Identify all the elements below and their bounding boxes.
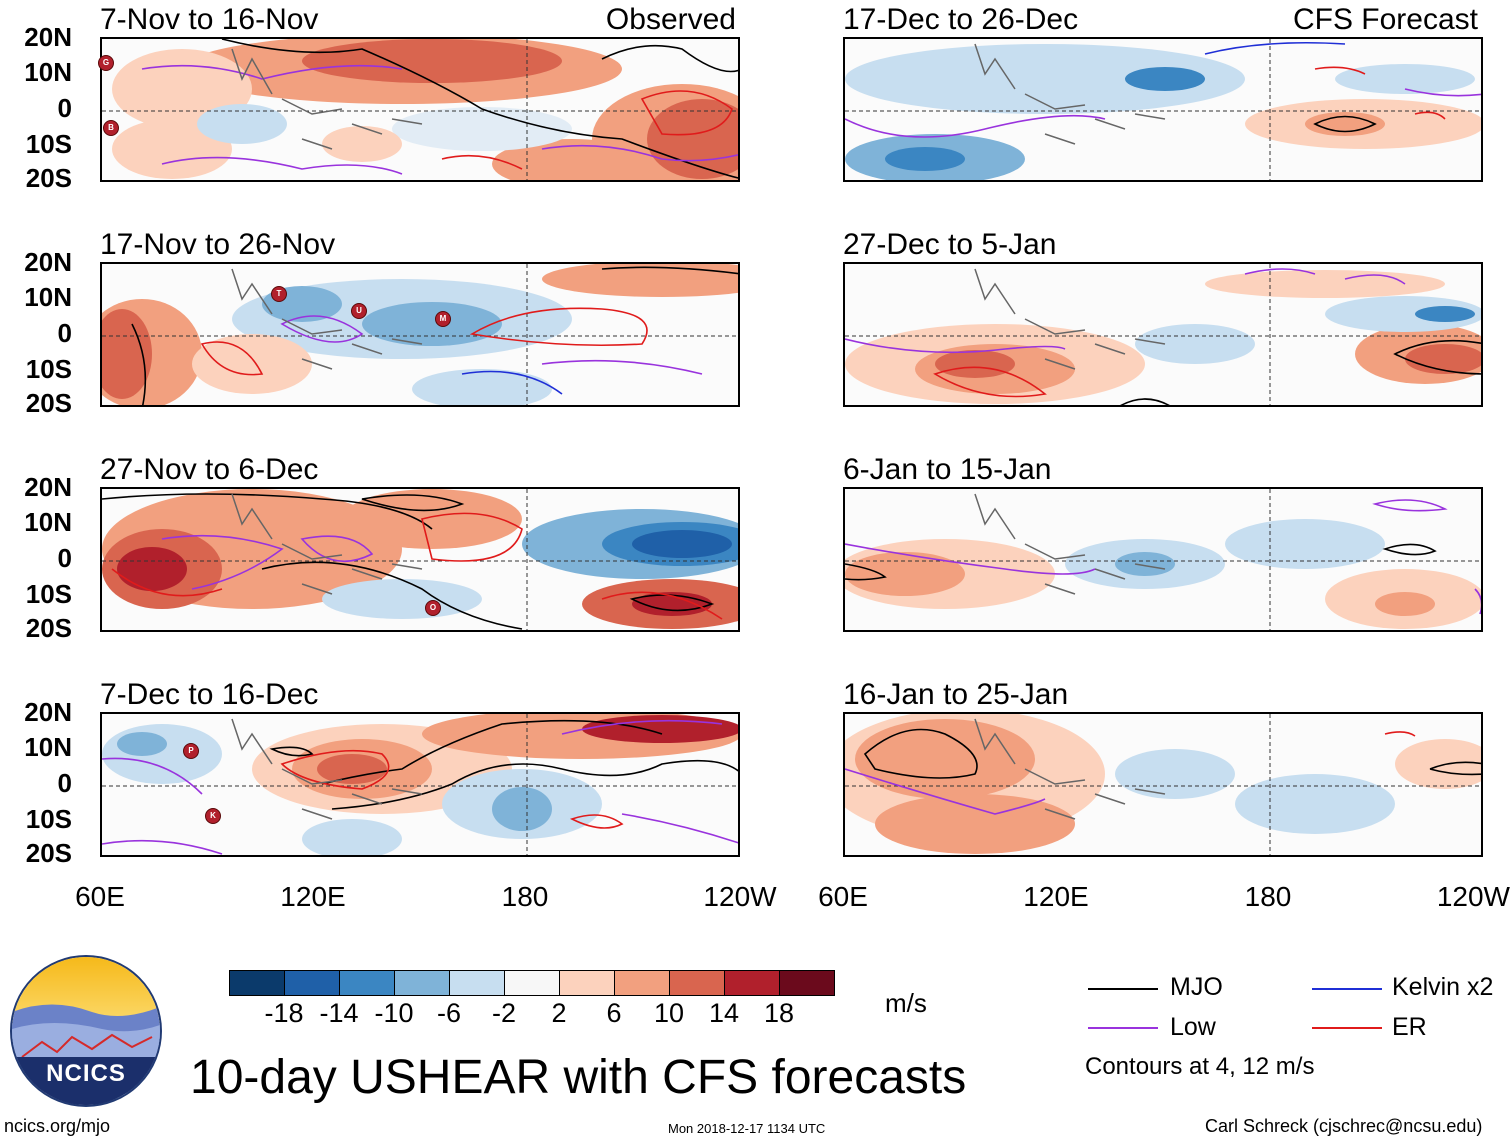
tropical-cyclone-marker: B: [103, 120, 119, 136]
panel-title-left-1: 7-Nov to 16-Nov: [100, 3, 319, 36]
tropical-cyclone-marker: T: [271, 286, 287, 302]
panel-title-right-2: 27-Dec to 5-Jan: [843, 228, 1057, 261]
lat-label: 20S: [25, 388, 72, 418]
legend-kelvin-label: Kelvin x2: [1392, 973, 1494, 1001]
legend-contours-note: Contours at 4, 12 m/s: [1085, 1053, 1315, 1080]
lon-label: 60E: [818, 881, 868, 912]
colorbar-swatch: [724, 970, 780, 996]
tropical-cyclone-marker: M: [435, 311, 451, 327]
lon-label: 120W: [703, 881, 777, 912]
colorbar-swatch: [669, 970, 725, 996]
tropical-cyclone-marker: O: [425, 600, 441, 616]
lat-label: 0: [57, 768, 72, 798]
ncics-logo-text: NCICS: [46, 1060, 126, 1087]
colorbar-tick-label: -2: [491, 998, 516, 1028]
legend-low-label: Low: [1170, 1013, 1216, 1041]
colorbar-swatch: [229, 970, 285, 996]
lon-label: 60E: [75, 881, 125, 912]
colorbar-tick-label: 18: [763, 998, 795, 1028]
lat-label: 20S: [25, 613, 72, 643]
colorbar-tick-label: 10: [653, 998, 685, 1028]
legend-kelvin-line: [1312, 988, 1382, 990]
colorbar-swatch: [504, 970, 560, 996]
panel-title-left-3: 27-Nov to 6-Dec: [100, 453, 319, 486]
lat-label: 20S: [25, 163, 72, 193]
footer-url[interactable]: ncics.org/mjo: [4, 1116, 111, 1136]
cfs-forecast-label: CFS Forecast: [1292, 3, 1478, 36]
legend-er-line: [1312, 1027, 1382, 1029]
legend-low-line: [1088, 1027, 1158, 1029]
map-panel-left-4: [100, 712, 740, 857]
figure-title: 10-day USHEAR with CFS forecasts: [190, 1051, 967, 1104]
panel-title-right-1: 17-Dec to 26-Dec: [843, 3, 1079, 36]
map-panel-left-2: [100, 262, 740, 407]
units-label: m/s: [885, 988, 927, 1018]
panel-title-left-2: 17-Nov to 26-Nov: [100, 228, 336, 261]
colorbar-swatch: [449, 970, 505, 996]
colorbar-swatch: [614, 970, 670, 996]
lat-label: 20N: [24, 472, 72, 502]
lat-label: 20N: [24, 697, 72, 727]
lat-label: 0: [57, 93, 72, 123]
colorbar-tick-label: -10: [374, 998, 414, 1028]
map-panel-right-3: [843, 487, 1483, 632]
lon-label: 120E: [1023, 881, 1089, 912]
lat-label: 10S: [25, 804, 72, 834]
map-panel-right-1: [843, 37, 1483, 182]
colorbar-swatch: [284, 970, 340, 996]
map-panel-left-1: [100, 37, 740, 182]
colorbar-swatch: [779, 970, 835, 996]
panel-title-right-4: 16-Jan to 25-Jan: [843, 678, 1069, 711]
colorbar-tick-label: -6: [436, 998, 461, 1028]
colorbar-tick-label: 2: [551, 998, 567, 1028]
lat-label: 10S: [25, 129, 72, 159]
colorbar-tick-label: 6: [606, 998, 622, 1028]
colorbar-swatch: [394, 970, 450, 996]
legend-mjo-line: [1088, 988, 1158, 990]
lat-label: 10S: [25, 579, 72, 609]
footer-timestamp: Mon 2018-12-17 1134 UTC: [668, 1121, 826, 1136]
tropical-cyclone-marker: G: [98, 55, 114, 71]
legend-er-label: ER: [1392, 1013, 1427, 1041]
lon-label: 120W: [1436, 881, 1510, 912]
lat-label: 0: [57, 318, 72, 348]
colorbar-tick-label: -14: [319, 998, 359, 1028]
map-panel-left-3: [100, 487, 740, 632]
lat-label: 0: [57, 543, 72, 573]
panel-title-left-4: 7-Dec to 16-Dec: [100, 678, 319, 711]
tropical-cyclone-marker: K: [205, 808, 221, 824]
lat-label: 20N: [24, 22, 72, 52]
lat-label: 10N: [24, 507, 72, 537]
lat-label: 10N: [24, 732, 72, 762]
colorbar-tick-label: 14: [708, 998, 740, 1028]
lat-label: 20N: [24, 247, 72, 277]
panel-title-right-3: 6-Jan to 15-Jan: [843, 453, 1052, 486]
colorbar-swatch: [559, 970, 615, 996]
lon-label: 120E: [280, 881, 346, 912]
map-panel-right-4: [843, 712, 1483, 857]
legend-mjo-label: MJO: [1170, 973, 1223, 1001]
lat-label: 10N: [24, 57, 72, 87]
tropical-cyclone-marker: P: [183, 743, 199, 759]
ncics-logo[interactable]: NCICS: [10, 955, 162, 1107]
colorbar-tick-label: -18: [264, 998, 304, 1028]
observed-label: Observed: [605, 3, 736, 36]
lon-label: 180: [501, 881, 549, 912]
lat-label: 10S: [25, 354, 72, 384]
lat-label: 20S: [25, 838, 72, 868]
map-panel-right-2: [843, 262, 1483, 407]
colorbar-swatch: [339, 970, 395, 996]
tropical-cyclone-marker: U: [351, 303, 367, 319]
footer-credit: Carl Schreck (cjschrec@ncsu.edu): [1205, 1116, 1483, 1136]
lon-label: 180: [1244, 881, 1292, 912]
lat-label: 10N: [24, 282, 72, 312]
